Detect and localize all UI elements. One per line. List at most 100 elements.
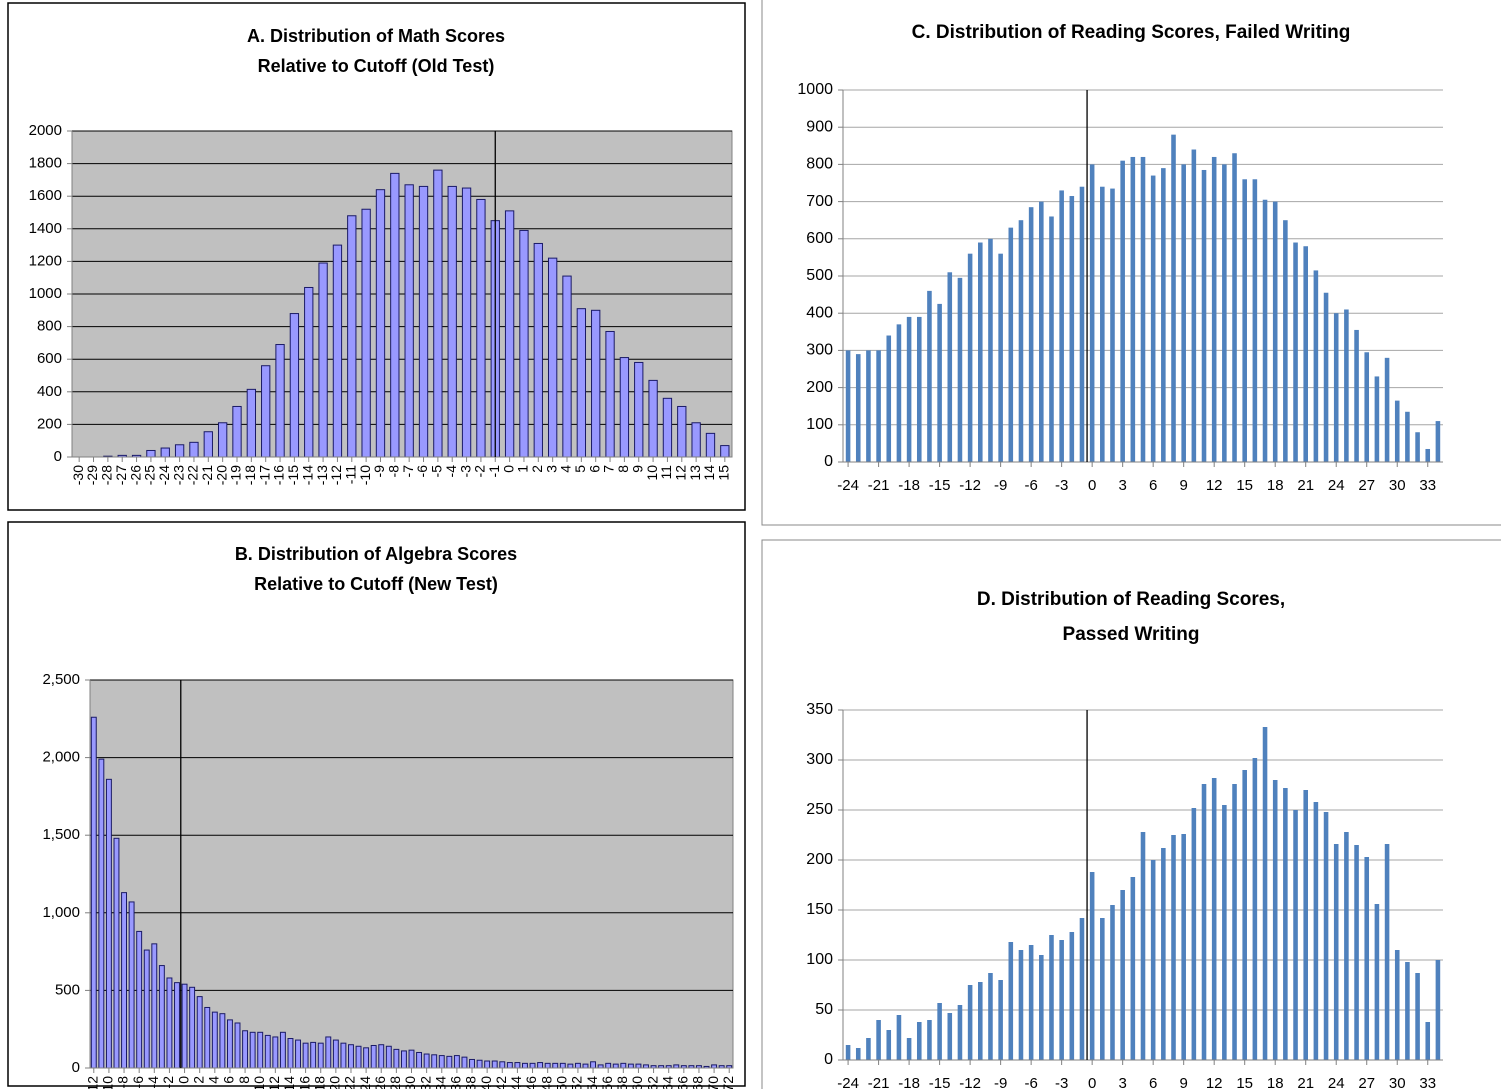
bar [957,277,963,462]
x-tick-label: -2 [472,465,488,478]
x-tick-label: 8 [236,1076,252,1084]
bar [552,1062,559,1069]
bar [559,1062,566,1069]
bar [1181,834,1186,1060]
y-tick-label: 800 [806,156,833,173]
bar [1283,220,1288,462]
x-tick-label: 24 [357,1076,373,1089]
bar [1171,134,1176,462]
bar [1130,877,1136,1060]
bar [1394,400,1400,462]
bar [1191,149,1197,462]
bar [287,1038,294,1069]
bar [423,1053,430,1069]
x-tick-label: 70 [705,1076,721,1089]
bar [1333,313,1339,462]
y-tick-label: 0 [54,448,62,465]
x-tick-label: 11 [658,465,674,480]
y-tick-label: 800 [37,318,62,335]
bar [635,1063,642,1069]
bar [1222,164,1227,462]
y-tick-label: 1200 [29,252,62,269]
x-tick-label: 6 [221,1076,237,1084]
x-tick-label: -18 [898,477,920,494]
panel-border [761,0,1501,526]
bar [98,758,105,1069]
bar [620,1062,627,1069]
x-tick-label: -19 [228,465,244,485]
bar [582,1063,589,1069]
bar [1405,962,1410,1060]
x-tick-label: 58 [614,1076,630,1089]
bar [612,1063,619,1069]
bar [537,1062,544,1069]
bar [174,982,180,1069]
y-tick-label: 1600 [29,187,62,204]
x-tick-label: -21 [868,1075,890,1089]
x-tick-label: 0 [1088,1075,1096,1089]
bar [246,388,257,458]
x-tick-label: -24 [156,465,172,485]
bar [855,1048,861,1060]
y-tick-label: 1000 [29,285,62,302]
y-tick-label: 900 [806,118,833,135]
bar [947,1013,953,1060]
bar [1425,448,1431,462]
bar [1354,845,1359,1060]
bar [1435,421,1441,462]
bar [1262,199,1268,463]
bar [151,943,158,1069]
bar [605,330,615,458]
bar [1089,164,1095,462]
bar [431,1054,438,1069]
x-tick-label: 21 [1297,1075,1314,1089]
bar [1120,890,1125,1060]
bar [249,1031,256,1069]
bar [433,169,443,458]
x-tick-label: 21 [1297,477,1314,494]
bar [128,901,135,1069]
bar [261,365,271,458]
x-tick-label: -3 [1055,1075,1068,1089]
x-tick-label: 6 [586,465,602,473]
bar [347,215,357,458]
bar [279,1031,286,1069]
y-tick-label: 100 [806,416,833,433]
y-tick-label: 350 [806,701,833,718]
bar [348,1044,354,1069]
x-tick-label: 66 [675,1076,691,1089]
bar [370,1044,377,1069]
bar [1242,770,1247,1060]
x-tick-label: 7 [601,465,617,473]
x-tick-label: 50 [553,1076,569,1089]
x-tick-label: 15 [1236,477,1253,494]
x-tick-label: -1 [486,465,502,478]
x-tick-label: 64 [659,1076,675,1089]
bar [146,449,156,458]
y-tick-label: 400 [37,383,62,400]
y-tick-label: 200 [37,415,62,432]
x-tick-label: -15 [929,477,951,494]
bar [1150,175,1156,462]
x-tick-label: -16 [271,465,287,485]
bar [136,930,143,1069]
bar [845,1045,851,1060]
bar [927,290,932,462]
x-tick-label: -11 [342,465,358,484]
bar [576,308,587,458]
bar [121,892,127,1069]
x-tick-label: 9 [1180,477,1188,494]
bar [196,996,203,1069]
bar [957,1005,963,1060]
bar [533,242,543,458]
panel-border [7,2,746,511]
bar [978,242,983,462]
x-tick-label: -6 [130,1076,146,1089]
chart-title: Relative to Cutoff (New Test) [254,574,498,594]
y-tick-label: 500 [55,981,80,998]
bar [461,187,472,458]
y-tick-label: 600 [806,230,833,247]
bar [876,350,881,462]
bar [234,1022,241,1069]
bar [204,1006,211,1069]
